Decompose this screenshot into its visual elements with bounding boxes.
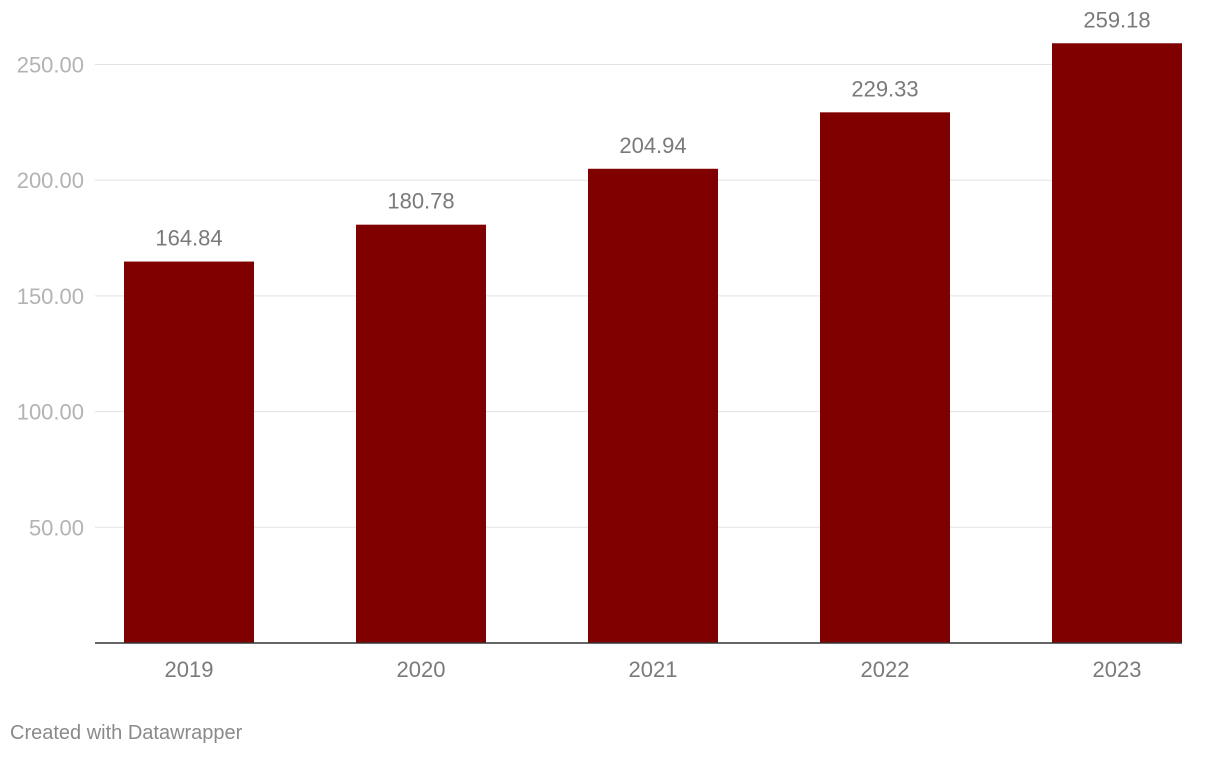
x-tick-label-2020: 2020 <box>397 657 446 682</box>
data-label-2019: 164.84 <box>155 226 222 251</box>
y-axis: 50.00 100.00 150.00 200.00 250.00 <box>17 53 84 541</box>
y-tick-label: 250.00 <box>17 53 84 78</box>
bars <box>124 43 1182 643</box>
bar-2020 <box>356 224 486 643</box>
y-tick-label: 100.00 <box>17 400 84 425</box>
bar-chart: 50.00 100.00 150.00 200.00 250.00 164.84 180.… <box>17 7 1182 682</box>
data-label-2023: 259.18 <box>1083 7 1150 32</box>
data-label-2021: 204.94 <box>619 133 686 158</box>
y-tick-label: 200.00 <box>17 168 84 193</box>
x-tick-label-2021: 2021 <box>629 657 678 682</box>
x-tick-label-2023: 2023 <box>1093 657 1142 682</box>
data-label-2022: 229.33 <box>851 76 918 101</box>
bar-2021 <box>588 168 718 643</box>
bar-2019 <box>124 261 254 643</box>
y-tick-label: 150.00 <box>17 284 84 309</box>
x-tick-label-2022: 2022 <box>861 657 910 682</box>
bar-2022 <box>820 112 950 643</box>
bar-2023 <box>1052 43 1182 643</box>
x-axis: 2019 2020 2021 2022 2023 <box>95 642 1182 682</box>
data-label-2020: 180.78 <box>387 189 454 214</box>
data-labels: 164.84 180.78 204.94 229.33 259.18 <box>155 7 1150 250</box>
y-tick-label: 50.00 <box>29 515 84 540</box>
x-tick-label-2019: 2019 <box>165 657 214 682</box>
credit-text: Created with Datawrapper <box>10 722 243 744</box>
